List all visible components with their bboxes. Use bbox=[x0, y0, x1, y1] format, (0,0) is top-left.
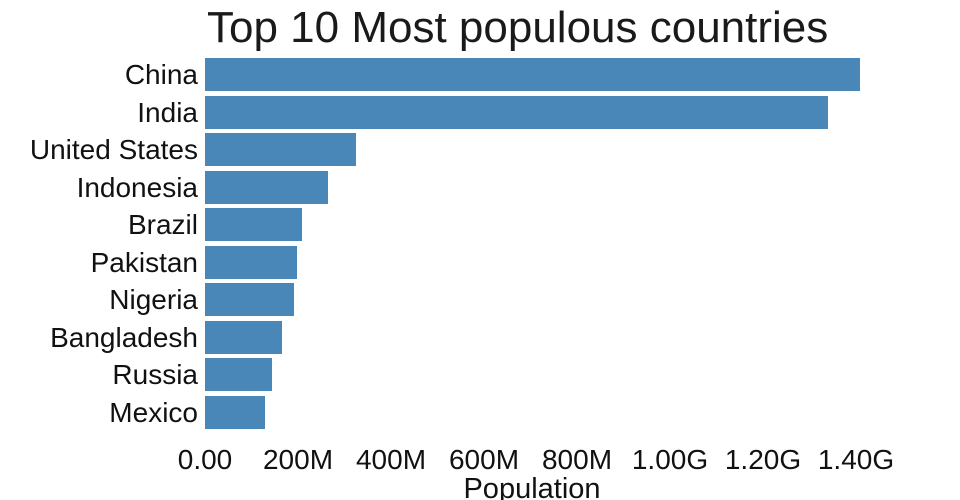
bar-russia bbox=[205, 358, 272, 391]
bar-mexico bbox=[205, 395, 265, 429]
bar-row: Bangladesh bbox=[0, 320, 960, 354]
bar-nigeria bbox=[205, 283, 294, 316]
category-label: India bbox=[137, 96, 198, 128]
category-label: Pakistan bbox=[90, 246, 198, 278]
bar-row: Mexico bbox=[0, 395, 960, 429]
bar-row: Pakistan bbox=[0, 245, 960, 279]
chart-title: Top 10 Most populous countries bbox=[207, 3, 829, 52]
bar-row: India bbox=[0, 95, 960, 129]
category-label: Bangladesh bbox=[50, 321, 198, 353]
x-axis-label: Population bbox=[463, 473, 601, 500]
category-label: Brazil bbox=[127, 209, 198, 240]
x-tick-label: 600M bbox=[448, 444, 520, 475]
x-tick-label: 200M bbox=[262, 444, 334, 475]
category-label: Nigeria bbox=[109, 284, 198, 315]
bar-bangladesh bbox=[205, 320, 282, 354]
category-label: United States bbox=[29, 134, 198, 165]
bar-indonesia bbox=[205, 170, 328, 204]
category-label: Indonesia bbox=[76, 171, 198, 203]
bar-row: Nigeria bbox=[0, 283, 960, 316]
bar-row: Brazil bbox=[0, 208, 960, 241]
x-tick-label: 400M bbox=[355, 444, 427, 475]
x-tick-label: 1.20G bbox=[724, 444, 802, 475]
category-label: Russia bbox=[112, 359, 198, 390]
bar-row: United States bbox=[0, 133, 960, 166]
bar-row: Indonesia bbox=[0, 170, 960, 204]
x-tick-label: 1.00G bbox=[631, 444, 709, 475]
category-label: China bbox=[124, 59, 198, 90]
x-tick-label: 800M bbox=[541, 444, 613, 475]
bar-row: Russia bbox=[0, 358, 960, 391]
bar-united-states bbox=[205, 133, 356, 166]
bar-china bbox=[205, 58, 860, 91]
bar-india bbox=[205, 95, 828, 129]
x-tick-label: 1.40G bbox=[817, 444, 895, 475]
bar-pakistan bbox=[205, 245, 297, 279]
x-tick-label: 0.00 bbox=[177, 444, 233, 475]
bar-brazil bbox=[205, 208, 302, 241]
category-label: Mexico bbox=[109, 396, 198, 428]
bar-row: China bbox=[0, 58, 960, 91]
